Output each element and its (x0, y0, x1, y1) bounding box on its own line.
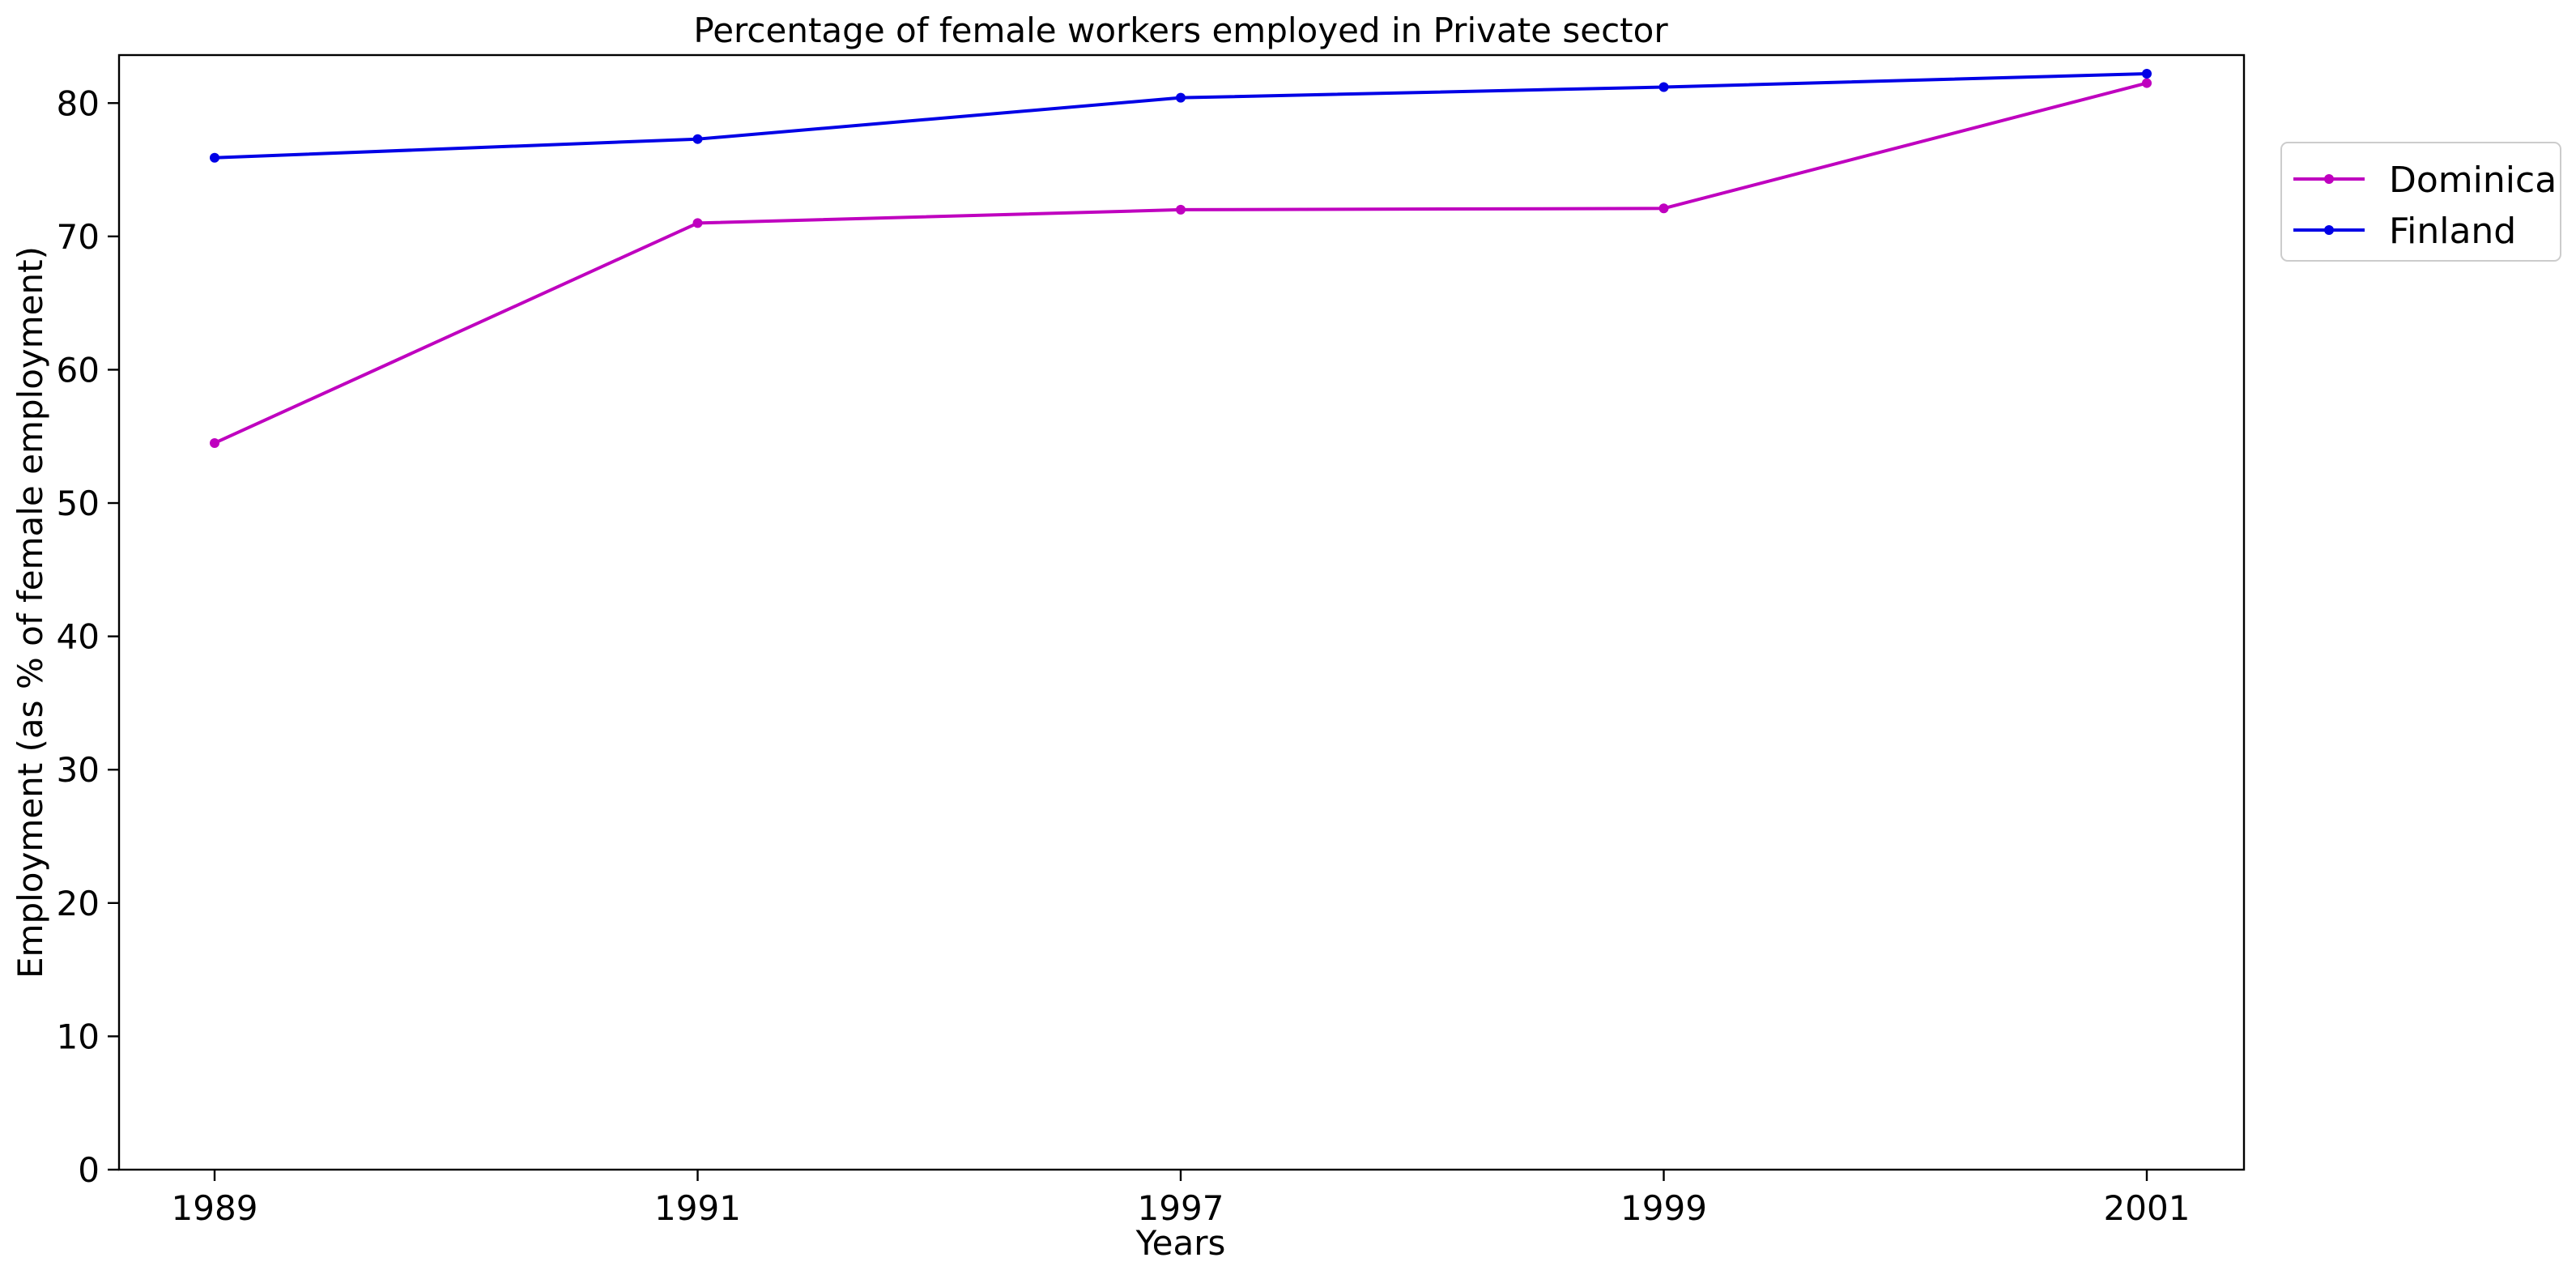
y-tick-label: 0 (78, 1150, 100, 1190)
y-tick-label: 30 (57, 750, 100, 790)
y-tick-label: 70 (57, 217, 100, 257)
legend: Dominica Finland (2280, 142, 2561, 262)
series-finland (210, 69, 2152, 163)
data-point-finland (210, 152, 219, 163)
legend-item-finland: Finland (2293, 211, 2516, 252)
data-point-finland (1176, 92, 1186, 103)
legend-swatch-marker (2324, 174, 2334, 184)
series-dominica (210, 78, 2152, 448)
legend-item-dominica: Dominica (2293, 160, 2557, 201)
x-tick-label: 1991 (654, 1188, 741, 1228)
data-point-finland (1658, 82, 1669, 92)
legend-swatch-marker (2324, 225, 2334, 235)
data-point-dominica (210, 437, 219, 448)
data-point-dominica (692, 218, 703, 228)
y-tick-label: 60 (57, 350, 100, 390)
x-tick-label: 1999 (1620, 1188, 1707, 1228)
x-tick-label: 1997 (1138, 1188, 1224, 1228)
data-point-finland (2142, 69, 2152, 79)
chart-title: Percentage of female workers employed in… (693, 11, 1668, 50)
y-tick-label: 80 (57, 83, 100, 123)
x-tick-label: 2001 (2104, 1188, 2191, 1228)
y-axis-label: Employment (as % of female employment) (11, 246, 50, 978)
y-tick-label: 20 (57, 884, 100, 923)
x-tick-label: 1989 (172, 1188, 258, 1228)
plot-area-frame (117, 53, 2246, 1171)
series-line-finland (214, 72, 2148, 160)
y-axis: 0 10 20 30 40 50 60 70 80 (57, 83, 119, 1190)
x-axis-label: Years (1135, 1223, 1226, 1263)
data-point-dominica (1658, 203, 1669, 214)
series-layer (210, 69, 2152, 448)
y-tick-label: 50 (57, 484, 100, 523)
data-point-finland (692, 134, 703, 144)
y-tick-label: 10 (57, 1017, 100, 1056)
y-tick-label: 40 (57, 617, 100, 657)
data-point-dominica (2142, 78, 2152, 88)
data-point-dominica (1176, 204, 1186, 215)
series-line-dominica (214, 81, 2148, 445)
legend-label: Dominica (2389, 160, 2557, 201)
x-axis: 1989 1991 1997 1999 2001 (172, 1170, 2191, 1228)
legend-label: Finland (2389, 211, 2516, 252)
